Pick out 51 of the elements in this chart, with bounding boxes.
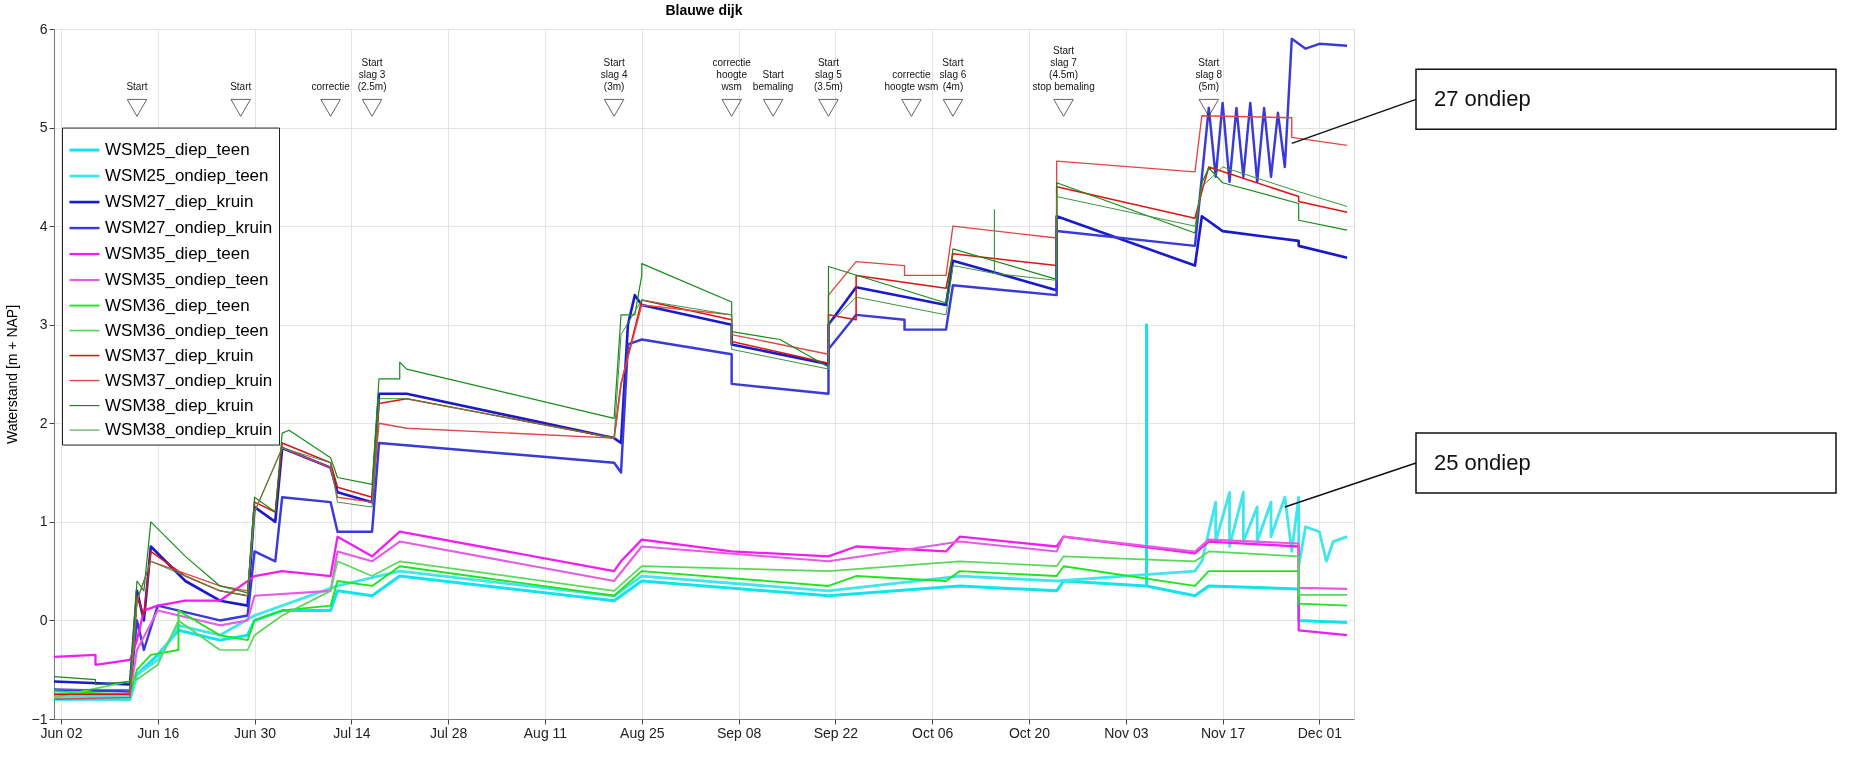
annotation: Start (230, 80, 252, 92)
legend-label: WSM35_diep_teen (105, 244, 250, 264)
y-tick-label: 2 (39, 414, 48, 431)
y-tick-label: 5 (39, 119, 48, 136)
legend-label: WSM37_ondiep_kruin (105, 370, 273, 390)
legend-label: WSM27_ondiep_kruin (105, 218, 273, 238)
x-tick-label: Jun 16 (137, 724, 180, 741)
y-tick-label: −1 (31, 710, 48, 727)
legend-label: WSM25_ondiep_teen (105, 166, 269, 186)
legend-label: WSM38_diep_kruin (105, 395, 254, 415)
x-tick-label: Sep 08 (716, 724, 762, 741)
x-tick-label: Oct 06 (912, 724, 954, 741)
y-tick-label: 6 (39, 20, 48, 37)
y-tick-label: 4 (39, 217, 48, 234)
x-tick-label: Jul 14 (333, 724, 371, 741)
y-tick-label: 3 (39, 316, 48, 333)
x-tick-label: Aug 25 (620, 724, 665, 741)
annotation: correctie hoogte wsm (884, 68, 939, 92)
legend-label: WSM38_ondiep_kruin (105, 420, 273, 440)
x-tick-label: Oct 20 (1008, 724, 1051, 741)
legend-label: WSM37_diep_kruin (105, 345, 254, 365)
legend-label: WSM35_ondiep_teen (105, 270, 269, 290)
chart-title: Blauwe dijk (665, 2, 743, 18)
x-tick-label: Nov 17 (1200, 724, 1246, 741)
legend-label: WSM36_diep_teen (105, 295, 250, 315)
annotation: Start slag 8 (5m) (1195, 56, 1223, 92)
legend-label: WSM36_ondiep_teen (105, 320, 269, 340)
legend-label: WSM27_diep_kruin (105, 192, 254, 212)
annotation: Start slag 5 (3.5m) (814, 56, 843, 92)
annotation: Start (126, 80, 148, 92)
annotation: Start slag 7 (4.5m) stop bemaling (1032, 44, 1095, 92)
annotation: Start bemaling (752, 68, 794, 92)
y-axis-title: Waterstand [m + NAP] (3, 304, 20, 445)
y-tick-label: 1 (39, 513, 48, 530)
annotation: correctie (311, 80, 351, 92)
x-tick-label: Jun 02 (40, 724, 83, 741)
annotation: Start slag 6 (4m) (939, 56, 967, 92)
x-tick-label: Jun 30 (234, 724, 277, 741)
line-series (54, 530, 1349, 666)
legend-label: WSM25_diep_teen (105, 140, 250, 160)
annotation: 25 ondiep (1434, 450, 1531, 476)
x-tick-label: Nov 03 (1104, 724, 1149, 741)
y-tick-label: 0 (39, 611, 48, 628)
x-tick-label: Dec 01 (1297, 724, 1343, 741)
annotation: Start slag 4 (3m) (600, 56, 628, 92)
x-tick-label: Jul 28 (429, 724, 468, 741)
annotation: 27 ondiep (1434, 86, 1531, 112)
x-tick-label: Aug 11 (523, 724, 568, 741)
annotation: Start slag 3 (2.5m) (357, 56, 387, 92)
x-tick-label: Sep 22 (813, 724, 859, 741)
annotation: correctie hoogte wsm (712, 56, 752, 92)
